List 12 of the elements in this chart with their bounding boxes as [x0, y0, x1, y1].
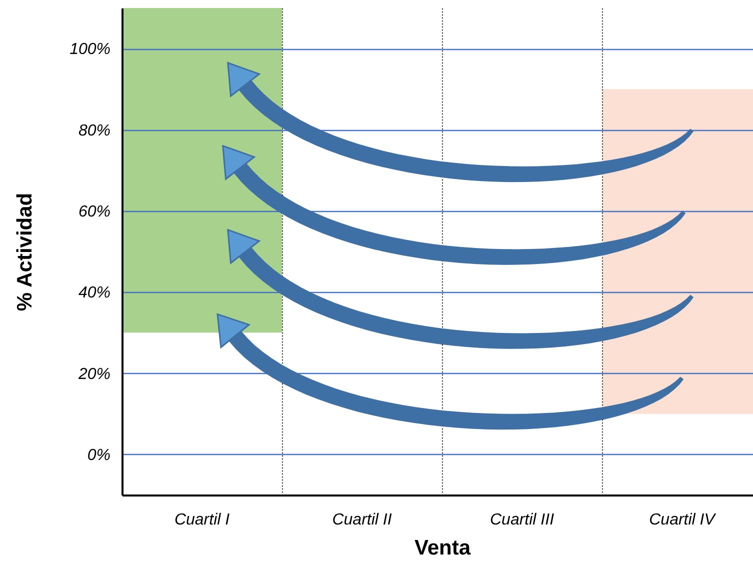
x-axis-title: Venta	[414, 536, 471, 560]
y-tick-label: 40%	[78, 284, 110, 302]
y-tick-label: 20%	[77, 366, 110, 383]
x-tick-label: Cuartil IV	[649, 512, 716, 528]
y-tick-label: 0%	[87, 446, 110, 464]
x-tick-label: Cuartil II	[332, 512, 392, 528]
y-axis-title: % Actividad	[14, 192, 37, 312]
x-tick-label: Cuartil I	[174, 512, 230, 528]
y-tick-label: 80%	[78, 122, 110, 140]
x-tick-label: Cuartil III	[490, 512, 555, 528]
y-tick-label: 60%	[78, 203, 110, 220]
y-tick-label: 100%	[70, 41, 110, 58]
